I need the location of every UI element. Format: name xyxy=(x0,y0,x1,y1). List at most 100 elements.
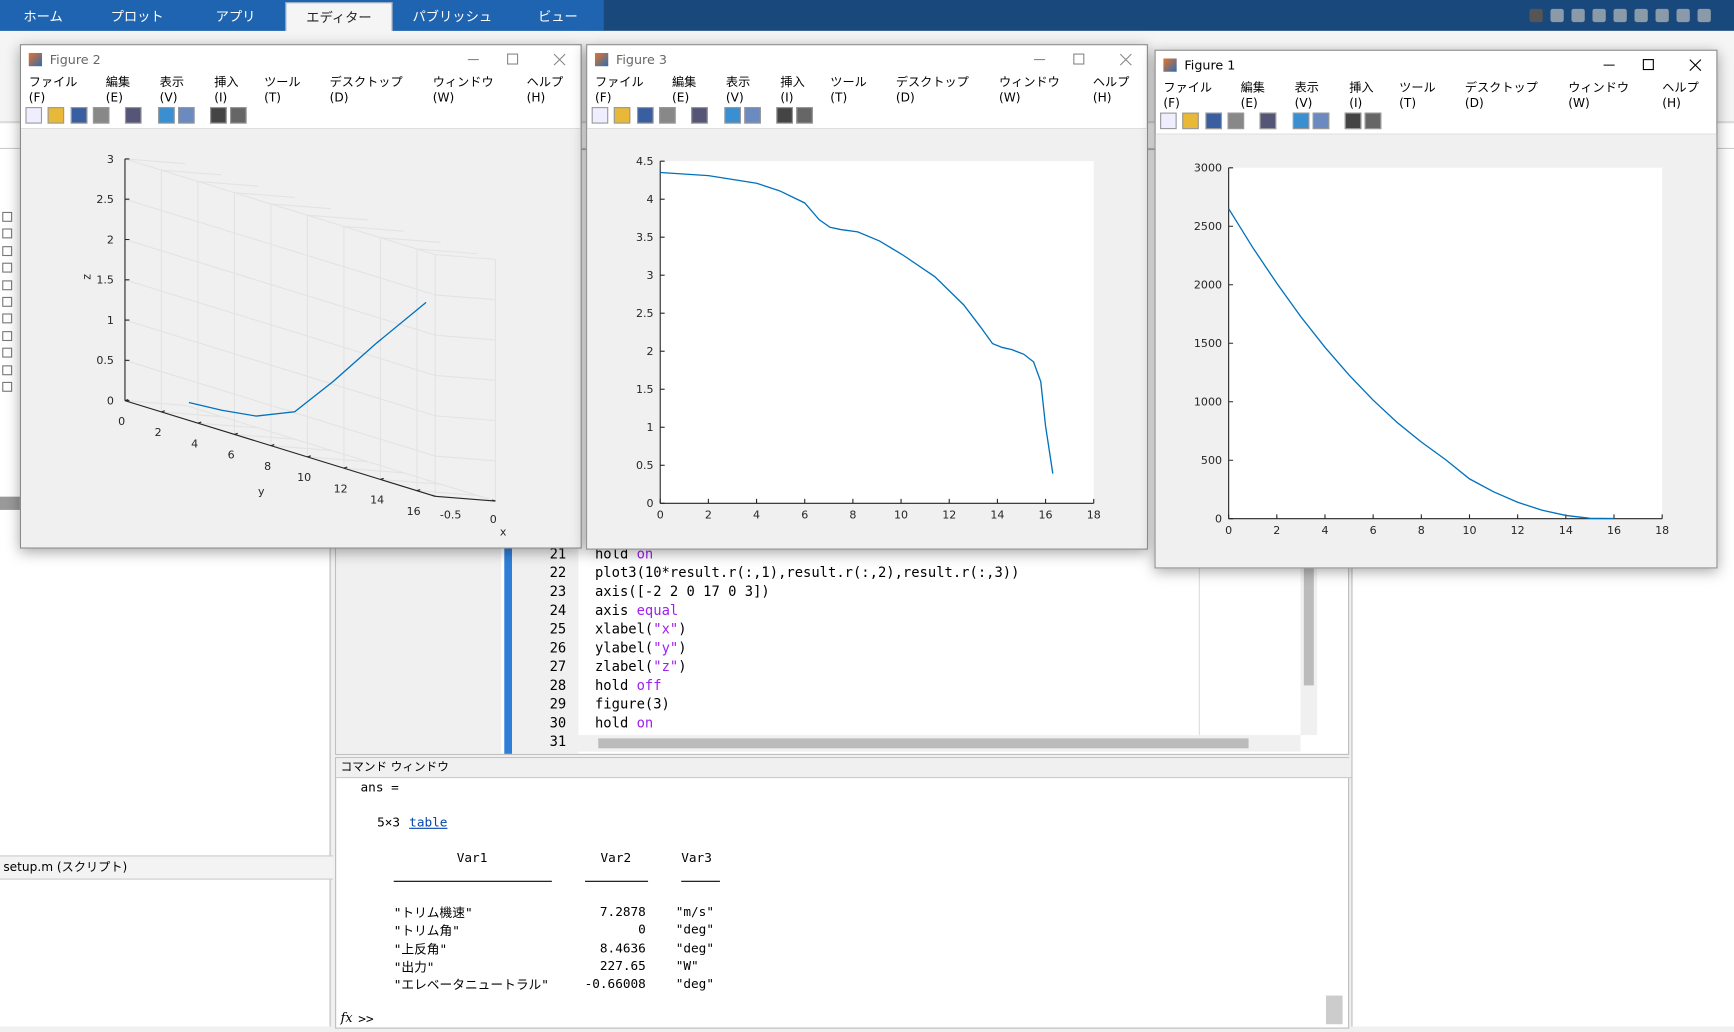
menu-item[interactable]: デスクトップ(D) xyxy=(895,74,969,105)
menu-item[interactable]: ウィンドウ(W) xyxy=(999,74,1060,105)
quick-access-icon[interactable] xyxy=(1613,8,1627,23)
quick-access-icon[interactable] xyxy=(1697,8,1711,23)
tree-expander[interactable] xyxy=(2,381,13,392)
menu-item[interactable]: ウィンドウ(W) xyxy=(1568,80,1630,110)
menu-item[interactable]: 表示(V) xyxy=(1294,80,1319,110)
menu-item[interactable]: 編集(E) xyxy=(105,74,131,105)
x-tick-label: 0 xyxy=(490,513,497,526)
toolbar-button[interactable] xyxy=(659,107,676,124)
tree-expander[interactable] xyxy=(2,262,13,273)
menu-item[interactable]: デスクトップ(D) xyxy=(329,74,403,105)
menu-item[interactable]: デスクトップ(D) xyxy=(1464,80,1538,110)
menu-item[interactable]: ファイル(F) xyxy=(1163,80,1213,110)
table-link[interactable]: table xyxy=(409,814,448,830)
menu-item[interactable]: 挿入(I) xyxy=(1349,80,1374,110)
menu-item[interactable]: ヘルプ(H) xyxy=(526,74,564,105)
ribbon-tab[interactable]: アプリ xyxy=(215,8,256,25)
toolbar-button[interactable] xyxy=(636,107,654,124)
tree-expander[interactable] xyxy=(2,228,13,239)
x-tick-label: 4 xyxy=(753,509,760,522)
toolbar-button[interactable] xyxy=(1364,112,1382,130)
menu-item[interactable]: ウィンドウ(W) xyxy=(432,74,494,105)
tree-expander[interactable] xyxy=(2,364,13,375)
toolbar-button[interactable] xyxy=(25,107,43,124)
toolbar-button[interactable] xyxy=(47,107,65,124)
ribbon-tab[interactable]: エディター xyxy=(285,2,393,33)
quick-access-icon[interactable] xyxy=(1592,8,1606,23)
toolbar-button[interactable] xyxy=(70,107,88,124)
menu-item[interactable]: 挿入(I) xyxy=(214,74,239,105)
toolbar-button[interactable] xyxy=(124,107,142,124)
toolbar-button[interactable] xyxy=(1205,112,1223,130)
line-number: 27 xyxy=(549,657,567,675)
close-button[interactable] xyxy=(553,53,566,66)
quick-access-icon[interactable] xyxy=(1529,8,1543,23)
toolbar-button[interactable] xyxy=(1182,112,1199,130)
maximize-button[interactable] xyxy=(1642,59,1654,71)
toolbar-button[interactable] xyxy=(776,107,793,124)
menu-item[interactable]: 編集(E) xyxy=(672,74,697,105)
grid-line xyxy=(435,254,496,260)
toolbar-button[interactable] xyxy=(613,107,631,124)
x-tick-label: 0 xyxy=(657,509,664,522)
menu-item[interactable]: 表示(V) xyxy=(725,74,751,105)
y-tick xyxy=(307,455,311,458)
toolbar-button[interactable] xyxy=(691,107,708,124)
line-number: 25 xyxy=(549,620,567,637)
tree-expander[interactable] xyxy=(2,296,13,307)
grid-line xyxy=(307,214,368,221)
x-tick-label: 18 xyxy=(1655,524,1669,537)
ribbon-tab[interactable]: パブリッシュ xyxy=(412,8,493,25)
tree-expander[interactable] xyxy=(2,313,13,324)
tree-expander[interactable] xyxy=(2,347,13,358)
menu-item[interactable]: ファイル(F) xyxy=(28,74,78,105)
toolbar-button[interactable] xyxy=(210,107,227,124)
toolbar-button[interactable] xyxy=(1160,112,1177,130)
toolbar-button[interactable] xyxy=(1259,112,1277,130)
menu-item[interactable]: 挿入(I) xyxy=(780,74,805,105)
quick-access-icon[interactable] xyxy=(1571,8,1585,23)
menu-item[interactable]: 編集(E) xyxy=(1240,80,1265,110)
menu-item[interactable]: ファイル(F) xyxy=(594,74,644,105)
toolbar-button[interactable] xyxy=(724,107,741,124)
close-button[interactable] xyxy=(1689,59,1702,72)
maximize-button[interactable] xyxy=(1073,53,1085,65)
ribbon-tab[interactable]: ホーム xyxy=(23,8,63,25)
toolbar-button[interactable] xyxy=(1227,112,1245,130)
toolbar-button[interactable] xyxy=(178,107,195,124)
menu-item[interactable]: 表示(V) xyxy=(159,74,185,105)
toolbar-button[interactable] xyxy=(796,107,813,124)
menu-item[interactable]: ツール(T) xyxy=(830,74,867,105)
ribbon-tab[interactable]: ビュー xyxy=(538,8,578,25)
menu-item[interactable]: ツール(T) xyxy=(264,74,301,105)
tree-expander[interactable] xyxy=(2,245,13,256)
toolbar xyxy=(587,100,1147,130)
quick-access-icon[interactable] xyxy=(1676,8,1690,23)
tree-expander[interactable] xyxy=(2,330,13,341)
quick-access-icon[interactable] xyxy=(1655,8,1669,23)
toolbar-button[interactable] xyxy=(1292,112,1310,130)
x-tick-label: 18 xyxy=(1087,509,1101,522)
toolbar-button[interactable] xyxy=(1312,112,1330,130)
z-tick-label: 0 xyxy=(107,395,114,408)
toolbar-button[interactable] xyxy=(1344,112,1362,130)
menu-item[interactable]: ツール(T) xyxy=(1399,80,1436,110)
maximize-button[interactable] xyxy=(507,53,519,65)
grid-line xyxy=(380,237,441,244)
toolbar-button[interactable] xyxy=(230,107,247,124)
y-tick xyxy=(380,477,384,480)
menu-item[interactable]: ヘルプ(H) xyxy=(1092,74,1130,105)
toolbar-button[interactable] xyxy=(92,107,110,124)
menu-item[interactable]: ヘルプ(H) xyxy=(1662,80,1699,110)
tree-expander[interactable] xyxy=(2,211,13,222)
close-button[interactable] xyxy=(1119,53,1132,66)
grid-line xyxy=(435,374,496,381)
toolbar-button[interactable] xyxy=(158,107,175,124)
toolbar-button[interactable] xyxy=(744,107,761,124)
quick-access-icon[interactable] xyxy=(1550,8,1564,23)
keyword: "y" xyxy=(653,639,679,656)
quick-access-icon[interactable] xyxy=(1634,8,1648,23)
tree-expander[interactable] xyxy=(2,279,13,290)
ribbon-tab[interactable]: プロット xyxy=(110,8,164,25)
toolbar-button[interactable] xyxy=(591,107,609,124)
